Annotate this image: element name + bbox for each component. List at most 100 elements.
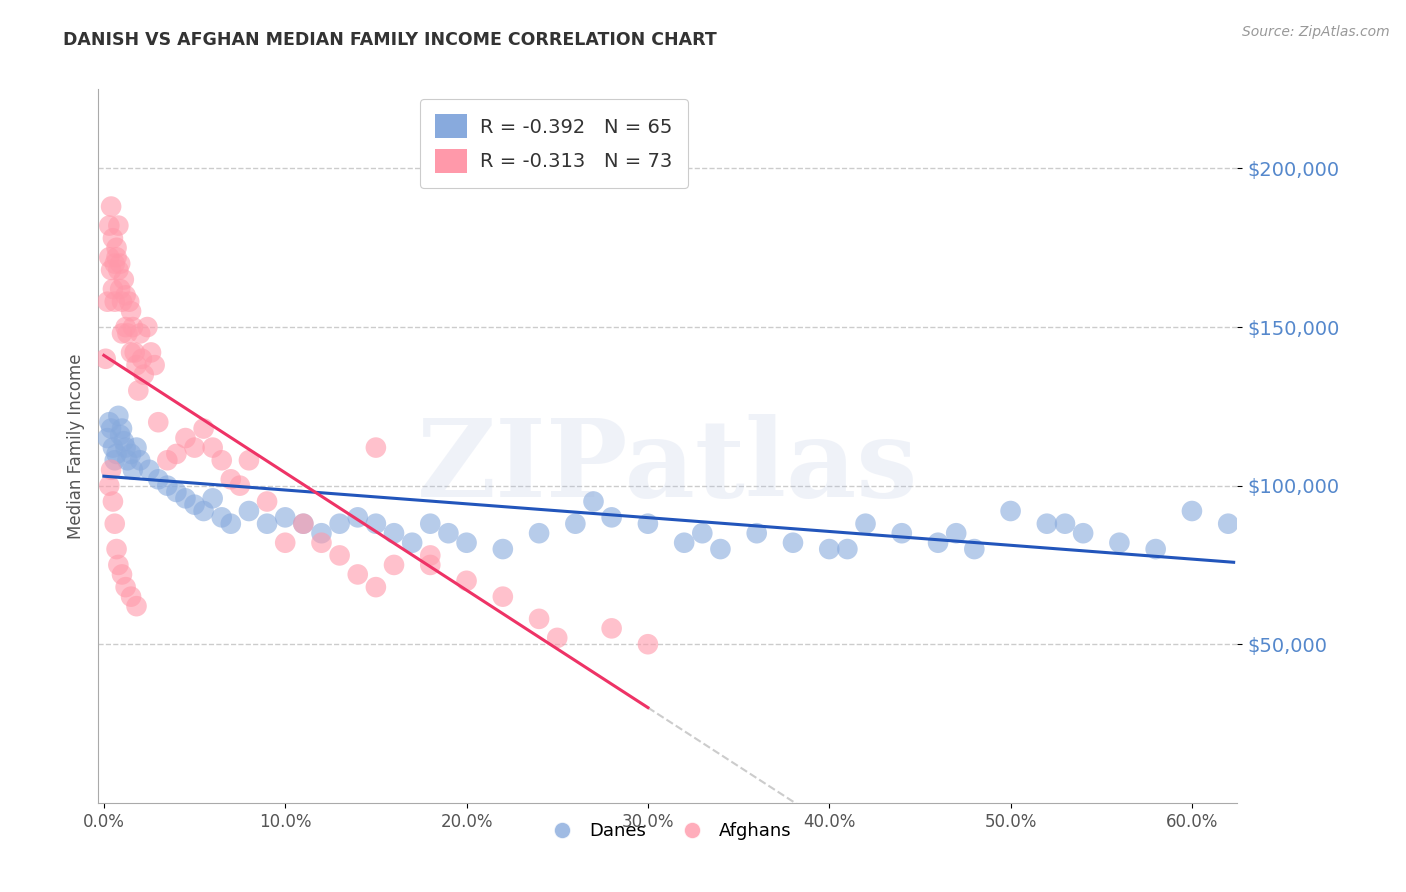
Y-axis label: Median Family Income: Median Family Income — [66, 353, 84, 539]
Point — [492, 590, 515, 604]
Point — [364, 516, 387, 531]
Point — [745, 526, 768, 541]
Point — [129, 453, 152, 467]
Point — [96, 294, 118, 309]
Point — [211, 510, 233, 524]
Point — [143, 358, 166, 372]
Point — [963, 542, 986, 557]
Point — [114, 441, 136, 455]
Point — [456, 535, 478, 549]
Point — [329, 549, 352, 563]
Point — [114, 320, 136, 334]
Point — [782, 535, 804, 549]
Point — [1181, 504, 1204, 518]
Point — [117, 453, 139, 467]
Point — [156, 453, 179, 467]
Point — [1218, 516, 1240, 531]
Point — [111, 421, 134, 435]
Point — [120, 590, 142, 604]
Point — [96, 431, 118, 445]
Point — [136, 320, 159, 334]
Point — [346, 510, 368, 524]
Point — [219, 472, 242, 486]
Point — [637, 516, 659, 531]
Point — [1144, 542, 1167, 557]
Point — [138, 463, 160, 477]
Point — [104, 516, 127, 531]
Point — [108, 257, 131, 271]
Point — [600, 621, 623, 635]
Point — [183, 441, 205, 455]
Text: Source: ZipAtlas.com: Source: ZipAtlas.com — [1241, 25, 1389, 39]
Point — [211, 453, 233, 467]
Point — [364, 441, 387, 455]
Point — [818, 542, 841, 557]
Point — [118, 294, 141, 309]
Point — [108, 282, 131, 296]
Point — [945, 526, 967, 541]
Point — [100, 421, 122, 435]
Point — [419, 558, 441, 572]
Point — [148, 415, 170, 429]
Legend: Danes, Afghans: Danes, Afghans — [537, 815, 799, 847]
Point — [148, 472, 170, 486]
Point — [125, 599, 148, 614]
Point — [174, 491, 197, 506]
Point — [156, 478, 179, 492]
Point — [709, 542, 731, 557]
Point — [125, 358, 148, 372]
Point — [837, 542, 859, 557]
Point — [105, 241, 128, 255]
Point — [1071, 526, 1094, 541]
Point — [382, 558, 405, 572]
Point — [174, 431, 197, 445]
Point — [112, 272, 135, 286]
Point — [219, 516, 242, 531]
Point — [311, 526, 333, 541]
Point — [183, 498, 205, 512]
Point — [401, 535, 423, 549]
Point — [105, 447, 128, 461]
Point — [364, 580, 387, 594]
Point — [101, 494, 124, 508]
Point — [100, 200, 122, 214]
Point — [546, 631, 568, 645]
Point — [104, 294, 127, 309]
Point — [114, 580, 136, 594]
Point — [1036, 516, 1059, 531]
Point — [1108, 535, 1130, 549]
Point — [120, 304, 142, 318]
Point — [100, 263, 122, 277]
Point — [256, 494, 278, 508]
Point — [125, 441, 148, 455]
Point — [98, 415, 121, 429]
Point — [132, 368, 155, 382]
Point — [111, 326, 134, 341]
Point — [582, 494, 605, 508]
Point — [238, 453, 260, 467]
Point — [114, 288, 136, 302]
Point — [100, 463, 122, 477]
Point — [104, 453, 127, 467]
Point — [101, 441, 124, 455]
Point — [890, 526, 912, 541]
Point — [292, 516, 315, 531]
Point — [201, 441, 224, 455]
Point — [600, 510, 623, 524]
Point — [98, 478, 121, 492]
Point — [346, 567, 368, 582]
Point — [108, 428, 131, 442]
Point — [101, 282, 124, 296]
Point — [111, 294, 134, 309]
Point — [105, 542, 128, 557]
Point — [382, 526, 405, 541]
Point — [256, 516, 278, 531]
Point — [165, 447, 187, 461]
Point — [274, 535, 297, 549]
Point — [1000, 504, 1022, 518]
Point — [673, 535, 696, 549]
Point — [229, 478, 252, 492]
Point — [105, 250, 128, 264]
Point — [120, 447, 142, 461]
Point — [637, 637, 659, 651]
